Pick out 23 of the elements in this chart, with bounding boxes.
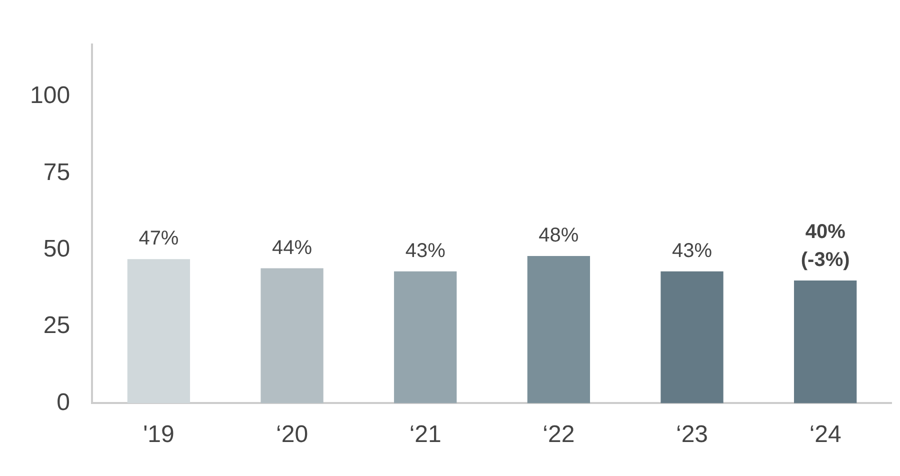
- data-label: 40% (-3%): [800, 221, 850, 272]
- data-label: 43%: [672, 240, 712, 262]
- bar: [660, 271, 724, 404]
- x-tick-label: ‘21: [409, 421, 442, 448]
- bar: [127, 259, 190, 404]
- bar: [794, 280, 857, 404]
- data-label: 43%: [405, 240, 446, 262]
- y-tick-label: 25: [43, 312, 70, 340]
- x-tick-label: ‘23: [676, 421, 708, 448]
- y-tick-label: 0: [56, 388, 70, 416]
- y-tick-label: 100: [30, 82, 70, 110]
- data-label: 47%: [138, 228, 179, 250]
- x-tick-label: ‘24: [809, 421, 842, 448]
- y-tick-label: 75: [43, 158, 70, 186]
- bar: [260, 268, 324, 404]
- data-label: 48%: [538, 224, 579, 247]
- data-label: 44%: [272, 236, 312, 259]
- x-tick-label: ‘20: [276, 421, 308, 448]
- y-tick-label: 50: [43, 235, 70, 262]
- bar: [394, 271, 457, 404]
- x-tick-label: '19: [143, 421, 174, 448]
- bar: [527, 256, 590, 404]
- x-tick-label: ‘22: [542, 421, 575, 448]
